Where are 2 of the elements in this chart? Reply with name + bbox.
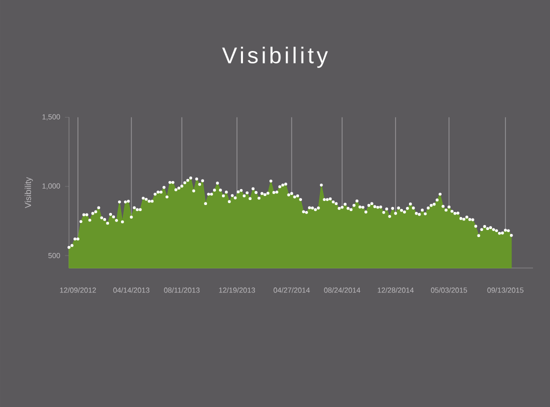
chart-title: Visibility [222, 46, 328, 68]
y-axis-title: Visibility [24, 177, 33, 208]
